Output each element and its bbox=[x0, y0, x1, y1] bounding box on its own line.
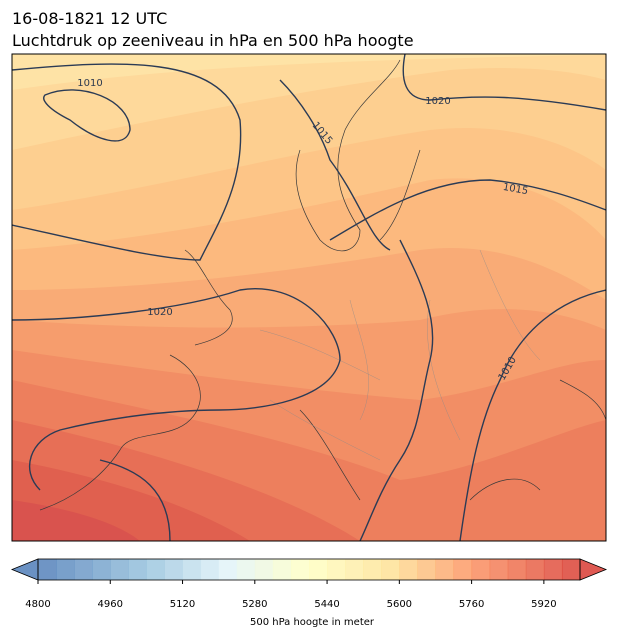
colorbar-extend bbox=[579, 558, 608, 581]
colorbar-swatch bbox=[200, 559, 220, 580]
coastline bbox=[39, 59, 606, 511]
height-band bbox=[12, 500, 140, 541]
colorbar-swatch bbox=[236, 559, 256, 580]
colorbar-swatch bbox=[327, 559, 346, 580]
colorbar-swatch bbox=[182, 559, 202, 580]
colorbar-swatch bbox=[92, 559, 111, 580]
map bbox=[12, 54, 606, 541]
colorbar-swatch bbox=[453, 559, 473, 580]
colorbar-swatch bbox=[110, 559, 129, 580]
colorbar-swatch bbox=[345, 559, 364, 580]
colorbar-swatch bbox=[399, 559, 418, 580]
isobar bbox=[329, 179, 606, 241]
isobar bbox=[12, 288, 341, 491]
colorbar-swatch bbox=[507, 559, 527, 580]
colorbar-frame bbox=[37, 558, 581, 581]
colorbar-tick-label: 5600 bbox=[387, 599, 412, 610]
colorbar-swatch bbox=[309, 559, 328, 580]
colorbar-swatch bbox=[417, 559, 436, 580]
colorbar-tick-label: 5120 bbox=[170, 599, 195, 610]
colorbar-swatch bbox=[146, 559, 165, 580]
isobar bbox=[99, 459, 171, 541]
colorbar-swatch bbox=[471, 559, 491, 580]
title-description: Luchtdruk op zeeniveau in hPa en 500 hPa… bbox=[12, 31, 414, 50]
colorbar-swatch bbox=[128, 559, 147, 580]
colorbar-tick-label: 4800 bbox=[25, 599, 50, 610]
colorbar-swatch bbox=[164, 559, 184, 580]
colorbar-swatch bbox=[218, 559, 238, 580]
isobar bbox=[459, 289, 606, 541]
colorbar-tick-label: 5440 bbox=[314, 599, 339, 610]
colorbar-swatch bbox=[525, 559, 545, 580]
colorbar-swatch bbox=[363, 559, 382, 580]
colorbar-swatch bbox=[543, 559, 563, 580]
colorbar-swatch bbox=[561, 559, 581, 580]
colorbar-swatch bbox=[272, 559, 292, 580]
colorbar-label: 500 hPa hoogte in meter bbox=[250, 617, 375, 628]
isobar-label: 1015 bbox=[502, 182, 529, 197]
isobar-label: 1020 bbox=[147, 307, 172, 318]
colorbar-swatch bbox=[38, 559, 57, 580]
colorbar-tick-label: 4960 bbox=[98, 599, 123, 610]
colorbar-swatch bbox=[435, 559, 455, 580]
isobar bbox=[43, 89, 131, 142]
isobar-label: 1010 bbox=[77, 78, 102, 89]
colorbar-swatch bbox=[290, 559, 310, 580]
colorbar-tick-label: 5760 bbox=[459, 599, 484, 610]
colorbar-swatch bbox=[56, 559, 75, 580]
map-frame bbox=[11, 53, 607, 542]
title-date: 16-08-1821 12 UTC bbox=[12, 9, 167, 28]
isobar bbox=[279, 79, 391, 251]
colorbar-swatch bbox=[489, 559, 509, 580]
isobar bbox=[359, 239, 434, 541]
colorbar-swatch bbox=[74, 559, 93, 580]
colorbar-tick-label: 5920 bbox=[531, 599, 556, 610]
colorbar-swatch bbox=[381, 559, 400, 580]
colorbar-tick-label: 5280 bbox=[242, 599, 267, 610]
isobar bbox=[12, 63, 242, 261]
colorbar-swatch bbox=[254, 559, 274, 580]
colorbar-extend bbox=[10, 558, 39, 581]
isobar-label: 1020 bbox=[425, 96, 450, 107]
country-border bbox=[259, 249, 541, 461]
isobar bbox=[402, 54, 606, 111]
